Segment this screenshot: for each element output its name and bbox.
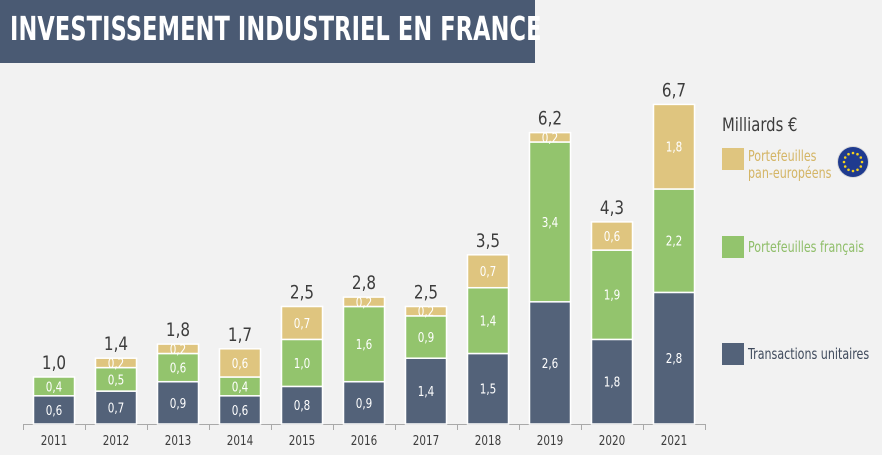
data-label: 0,7 [294, 316, 311, 331]
legend-label-pan-europeens: Portefeuilles pan-européens [748, 147, 832, 182]
data-label: 2,6 [542, 356, 559, 371]
bar-segment [404, 357, 448, 425]
bar-segment [280, 385, 324, 425]
bar-segment [528, 301, 572, 425]
data-label: 0,2 [170, 342, 187, 357]
x-tick-label: 2012 [103, 433, 129, 448]
x-tick-label: 2015 [289, 433, 315, 448]
data-label: 0,6 [604, 229, 621, 244]
bar-segment [466, 254, 510, 289]
bar-segment [32, 376, 76, 397]
data-label: 0,7 [108, 400, 125, 415]
bar-segment [342, 305, 386, 383]
eu-stars [842, 151, 864, 173]
data-label: 3,4 [542, 215, 559, 230]
data-label: 0,9 [418, 330, 435, 345]
legend-label-francais: Portefeuilles français [748, 238, 865, 256]
title-bar: INVESTISSEMENT INDUSTRIEL EN FRANCE [0, 0, 541, 63]
bar-segment [404, 305, 448, 317]
total-label: 1,8 [166, 320, 190, 342]
legend-swatch-transactions [722, 343, 744, 365]
bar-segment [590, 221, 634, 251]
bar-segment [528, 131, 572, 143]
data-label: 1,8 [604, 375, 621, 390]
bar-segment [652, 103, 696, 190]
data-label: 0,5 [108, 372, 125, 387]
bar-segment [156, 343, 200, 355]
bar-segment [280, 338, 324, 388]
data-label: 1,4 [480, 313, 497, 328]
total-label: 6,2 [538, 108, 562, 130]
bar-segment [652, 291, 696, 425]
data-label: 0,6 [232, 356, 249, 371]
legend-swatch-francais [722, 236, 744, 258]
data-label: 0,6 [232, 403, 249, 418]
data-label: 0,8 [294, 398, 311, 413]
x-tick-label: 2019 [537, 433, 563, 448]
x-tick-label: 2013 [165, 433, 191, 448]
data-label: 0,6 [170, 360, 187, 375]
bar-segment [156, 352, 200, 383]
total-label: 4,3 [600, 197, 624, 219]
data-label: 0,2 [356, 295, 373, 310]
bar-segment [32, 395, 76, 425]
page-title: INVESTISSEMENT INDUSTRIEL EN FRANCE [10, 9, 542, 48]
data-label: 0,2 [418, 304, 435, 319]
bar-segment [280, 305, 324, 341]
legend-swatch-pan-europeens [722, 148, 744, 170]
bar-segment [218, 348, 262, 378]
total-label: 1,0 [42, 352, 66, 374]
data-label: 1,9 [604, 288, 621, 303]
total-label: 1,4 [104, 334, 128, 356]
data-label: 0,9 [170, 396, 187, 411]
data-label: 1,4 [418, 384, 435, 399]
data-label: 2,8 [666, 351, 683, 366]
legend-unit: Milliards € [722, 114, 798, 136]
data-label: 1,6 [356, 337, 373, 352]
data-label: 0,7 [480, 264, 497, 279]
x-tick-label: 2014 [227, 433, 253, 448]
legend-label-transactions: Transactions unitaires [748, 345, 870, 363]
bar-segment [156, 380, 200, 425]
bar-segment [404, 315, 448, 359]
data-label: 2,2 [666, 234, 683, 249]
data-label: 0,2 [542, 130, 559, 145]
bar-segment [466, 352, 510, 425]
total-label: 1,7 [228, 324, 252, 346]
x-tick-label: 2020 [599, 433, 625, 448]
total-label: 3,5 [476, 230, 500, 252]
total-label: 2,5 [414, 282, 438, 304]
data-label: 1,5 [480, 382, 497, 397]
header-banner: INVESTISSEMENT INDUSTRIEL EN FRANCE [0, 0, 882, 63]
total-label: 6,7 [662, 80, 686, 102]
data-label: 0,4 [232, 379, 249, 394]
x-tick-label: 2017 [413, 433, 439, 448]
bar-segment [528, 141, 572, 303]
total-label: 2,5 [290, 282, 314, 304]
bar-segment [94, 357, 138, 369]
eu-flag-icon [838, 147, 868, 177]
x-tick-label: 2011 [41, 433, 67, 448]
data-label: 1,0 [294, 356, 311, 371]
x-tick-label: 2021 [661, 433, 687, 448]
data-label: 0,6 [46, 403, 63, 418]
x-tick-label: 2016 [351, 433, 377, 448]
data-label: 0,4 [46, 379, 63, 394]
total-label: 2,8 [352, 273, 376, 295]
x-tick-label: 2018 [475, 433, 501, 448]
data-label: 0,9 [356, 396, 373, 411]
data-label: 0,2 [108, 356, 125, 371]
bar-segment [342, 296, 386, 308]
data-label: 1,8 [666, 140, 683, 155]
